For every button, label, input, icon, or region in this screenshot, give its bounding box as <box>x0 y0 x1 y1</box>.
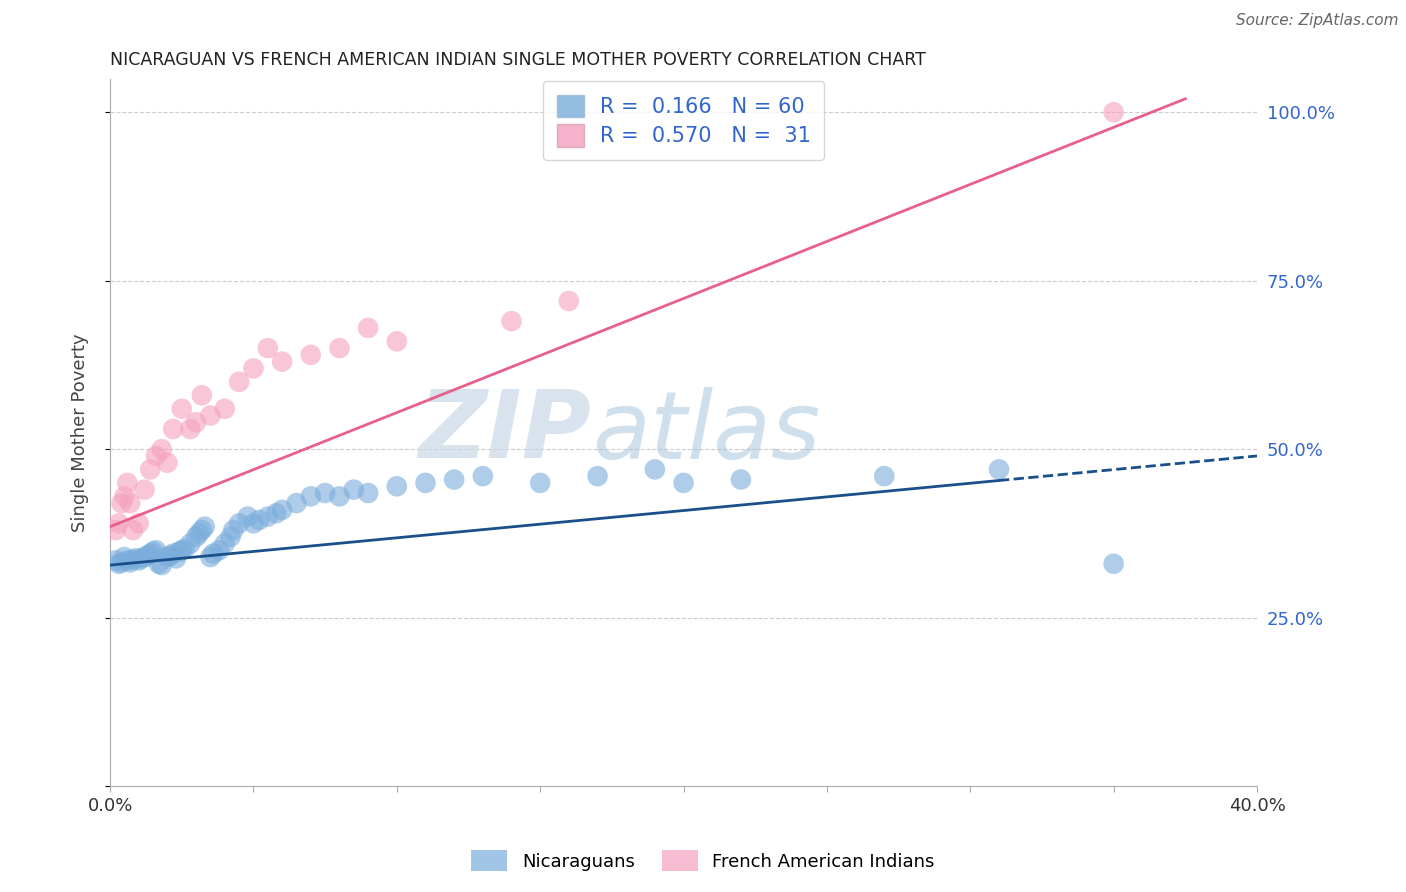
Point <box>110 556 132 570</box>
Point <box>148 557 170 571</box>
Text: atlas: atlas <box>592 387 820 478</box>
Point <box>208 543 231 558</box>
Point <box>256 341 278 355</box>
Point <box>328 341 350 355</box>
Point <box>110 496 132 510</box>
Point <box>156 456 179 470</box>
Point <box>122 552 145 566</box>
Point <box>242 361 264 376</box>
Point <box>142 544 165 558</box>
Point <box>343 483 366 497</box>
Point <box>501 314 523 328</box>
Point <box>219 530 242 544</box>
Point <box>170 401 193 416</box>
Point <box>558 293 581 308</box>
Point <box>271 503 294 517</box>
Point <box>214 536 236 550</box>
Point <box>162 422 184 436</box>
Point <box>145 543 167 558</box>
Point <box>586 469 609 483</box>
Point <box>179 536 201 550</box>
Point <box>471 469 494 483</box>
Point <box>165 551 187 566</box>
Point <box>200 409 222 423</box>
Point <box>159 549 181 563</box>
Point <box>299 489 322 503</box>
Point <box>117 553 139 567</box>
Point <box>128 553 150 567</box>
Point <box>1102 557 1125 571</box>
Point <box>112 489 135 503</box>
Point <box>299 348 322 362</box>
Point <box>162 547 184 561</box>
Point <box>247 513 270 527</box>
Legend: Nicaraguans, French American Indians: Nicaraguans, French American Indians <box>464 843 942 879</box>
Point <box>107 516 129 531</box>
Point <box>415 475 437 490</box>
Point <box>191 523 214 537</box>
Point <box>156 549 179 564</box>
Point <box>357 486 380 500</box>
Point <box>314 486 336 500</box>
Point <box>222 523 245 537</box>
Text: Source: ZipAtlas.com: Source: ZipAtlas.com <box>1236 13 1399 29</box>
Point <box>228 516 250 531</box>
Point <box>150 558 173 573</box>
Point <box>988 462 1011 476</box>
Point <box>122 523 145 537</box>
Point <box>179 422 201 436</box>
Point <box>266 506 288 520</box>
Point <box>242 516 264 531</box>
Point <box>188 526 211 541</box>
Point <box>443 473 465 487</box>
Point <box>328 489 350 503</box>
Point <box>134 549 156 564</box>
Point <box>357 321 380 335</box>
Point <box>256 509 278 524</box>
Point <box>136 549 159 563</box>
Point <box>672 475 695 490</box>
Y-axis label: Single Mother Poverty: Single Mother Poverty <box>72 333 89 532</box>
Point <box>170 543 193 558</box>
Point <box>202 547 225 561</box>
Text: ZIP: ZIP <box>419 386 592 478</box>
Point <box>191 388 214 402</box>
Point <box>184 415 207 429</box>
Point <box>228 375 250 389</box>
Point <box>107 557 129 571</box>
Point <box>385 334 408 349</box>
Point <box>873 469 896 483</box>
Point <box>271 354 294 368</box>
Point <box>150 442 173 457</box>
Point <box>1102 105 1125 120</box>
Point <box>125 551 148 566</box>
Point <box>120 496 142 510</box>
Point <box>285 496 308 510</box>
Point <box>529 475 551 490</box>
Point <box>145 449 167 463</box>
Point <box>128 516 150 531</box>
Point <box>104 523 127 537</box>
Point <box>104 553 127 567</box>
Point <box>644 462 666 476</box>
Point <box>200 549 222 564</box>
Point <box>194 519 217 533</box>
Point <box>385 479 408 493</box>
Point <box>167 544 190 558</box>
Point <box>131 551 153 566</box>
Point <box>173 541 195 556</box>
Point <box>184 530 207 544</box>
Point <box>139 462 162 476</box>
Point <box>236 509 259 524</box>
Point <box>117 475 139 490</box>
Point <box>112 549 135 564</box>
Point <box>134 483 156 497</box>
Legend: R =  0.166   N = 60, R =  0.570   N =  31: R = 0.166 N = 60, R = 0.570 N = 31 <box>543 81 824 161</box>
Text: NICARAGUAN VS FRENCH AMERICAN INDIAN SINGLE MOTHER POVERTY CORRELATION CHART: NICARAGUAN VS FRENCH AMERICAN INDIAN SIN… <box>110 51 927 69</box>
Point <box>139 547 162 561</box>
Point <box>730 473 752 487</box>
Point <box>120 556 142 570</box>
Point <box>214 401 236 416</box>
